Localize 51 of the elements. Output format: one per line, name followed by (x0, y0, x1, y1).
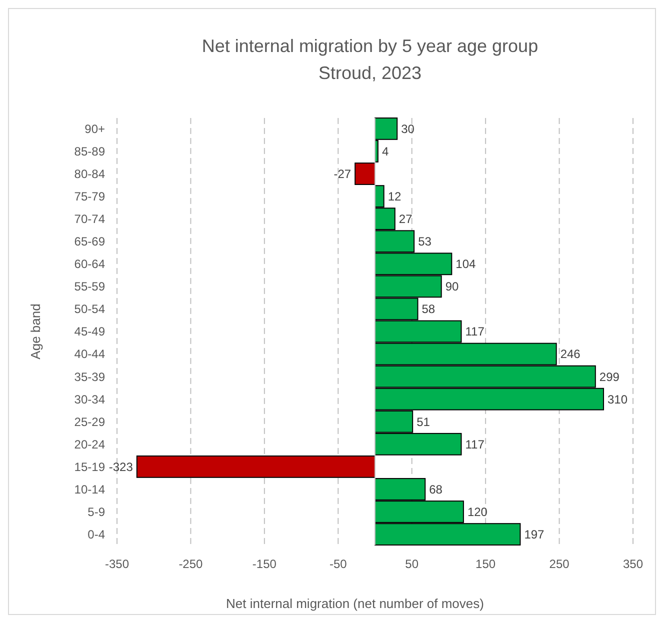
data-label: 246 (560, 347, 581, 362)
data-label: 104 (456, 257, 476, 272)
y-tick-label: 50-54 (74, 302, 106, 316)
data-label: 30 (401, 122, 415, 136)
y-tick-label: 80-84 (74, 166, 106, 181)
chart-title: Net internal migration by 5 year age group Stroud, 2023 (202, 36, 538, 83)
data-label: 90 (445, 280, 460, 294)
x-tick-label: 250 (549, 557, 570, 571)
y-tick-label: 75-79 (74, 190, 106, 204)
data-label: 117 (465, 324, 485, 339)
bar (136, 455, 376, 478)
data-label: 4 (382, 144, 389, 158)
y-tick-label: 90+ (84, 122, 105, 136)
y-tick-label: 45-49 (74, 324, 106, 339)
y-tick-label: 35-39 (74, 370, 106, 384)
x-axis-title: Net internal migration (net number of moves) (226, 596, 484, 611)
data-label: 51 (416, 414, 430, 429)
y-tick-label: 15-19 (74, 460, 106, 474)
data-label: 58 (422, 302, 436, 316)
y-tick-label: 10-14 (74, 482, 106, 496)
x-tick-label: -150 (252, 557, 277, 571)
data-label: 68 (429, 482, 443, 496)
y-tick-label: 85-89 (74, 144, 106, 158)
data-label: 27 (398, 212, 413, 226)
y-tick-label: 20-24 (74, 437, 106, 452)
y-axis-title: Age band (28, 304, 43, 360)
y-tick-label: 40-44 (74, 347, 106, 362)
x-tick-label: 50 (405, 557, 419, 571)
y-tick-label: 55-59 (74, 280, 106, 294)
data-label: 12 (388, 190, 402, 204)
y-tick-label: 30-34 (74, 392, 106, 406)
y-tick-label: 0-4 (88, 527, 106, 542)
y-tick-label: 25-29 (74, 414, 106, 429)
y-tick-label: 65-69 (74, 234, 106, 249)
y-tick-label: 70-74 (74, 212, 106, 226)
data-label: 120 (467, 504, 488, 519)
data-label: -27 (334, 166, 352, 181)
x-tick-label: 350 (622, 557, 644, 571)
x-tick-label: -50 (329, 557, 348, 571)
x-tick-label: -350 (104, 557, 130, 571)
data-label: 197 (524, 527, 545, 542)
x-tick-label: -250 (178, 557, 204, 571)
data-label: 53 (418, 234, 432, 249)
y-tick-label: 60-64 (74, 257, 106, 272)
x-tick-label: 150 (476, 557, 496, 571)
bar (354, 162, 376, 185)
data-label: 117 (465, 437, 485, 452)
y-tick-label: 5-9 (88, 504, 106, 519)
data-label: 299 (599, 370, 620, 384)
data-label: 310 (608, 392, 628, 406)
data-label: -323 (108, 460, 134, 474)
